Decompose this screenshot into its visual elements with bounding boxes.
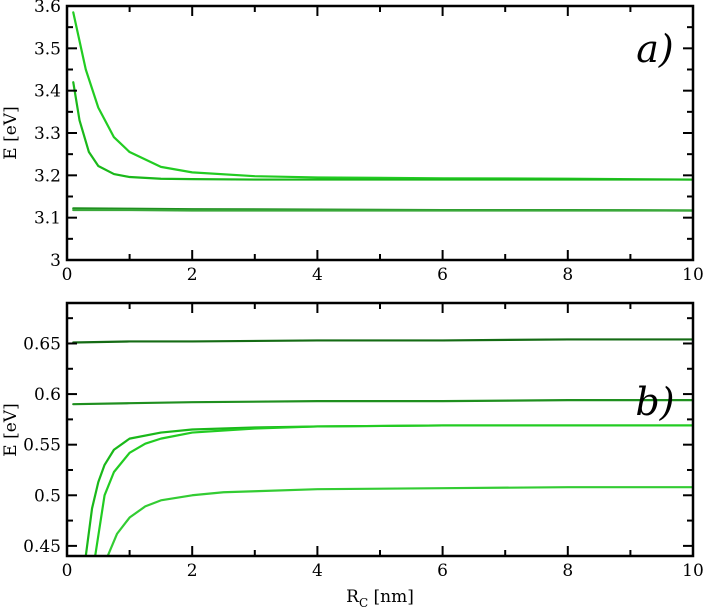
series-line-4	[94, 424, 693, 556]
y-tick-label: 3.5	[34, 39, 61, 59]
series-line-2	[72, 399, 693, 406]
series-line-1	[72, 338, 693, 344]
x-tick-label: 4	[312, 265, 323, 285]
x-axis-label: RC [nm]	[346, 587, 414, 610]
x-tick-label: 10	[682, 265, 704, 285]
x-tick-label: 6	[437, 561, 448, 581]
y-tick-label: 0.5	[34, 486, 61, 506]
panel-label: b)	[635, 380, 674, 424]
panel-a: 0 2 4 6 8 10 3 3.1 3.2 3.3 3.4 3.5 3.6 E [eV] a)	[1, 0, 704, 285]
x-tick-label: 2	[187, 265, 198, 285]
y-tick-label: 0.55	[23, 436, 61, 456]
y-tick-label: 0.6	[34, 385, 61, 405]
x-tick-label: 0	[62, 265, 73, 285]
y-tick-label: 3.1	[34, 209, 61, 229]
y-axis-label: E [eV]	[1, 106, 21, 159]
series-group	[72, 338, 693, 556]
panel-b: 0 2 4 6 8 10 0.45 0.5 0.55 0.6 0.65 E [eV] RC [nm] b)	[1, 301, 704, 610]
x-tick-label: 0	[62, 561, 73, 581]
plot-frame	[65, 4, 695, 262]
y-tick-label: 0.45	[23, 537, 61, 557]
y-tick-label: 0.65	[23, 334, 61, 354]
series-group	[72, 11, 693, 212]
series-line-5	[106, 486, 693, 556]
y-tick-label: 3.3	[34, 124, 61, 144]
y-tick-label: 3.4	[34, 82, 61, 102]
series-line-3	[84, 424, 693, 556]
y-tick-label: 3.6	[34, 0, 61, 17]
y-tick-label: 3.2	[34, 166, 61, 186]
y-axis-label: E [eV]	[1, 403, 21, 456]
series-line-1	[72, 11, 693, 181]
x-tick-label: 8	[562, 265, 573, 285]
x-tick-label: 8	[562, 561, 573, 581]
x-tick-label: 10	[682, 561, 704, 581]
x-tick-label: 2	[187, 561, 198, 581]
y-tick-label: 3	[50, 251, 61, 271]
panel-label: a)	[636, 27, 673, 71]
series-line-2	[72, 81, 693, 181]
x-tick-label: 6	[437, 265, 448, 285]
x-tick-label: 4	[312, 561, 323, 581]
